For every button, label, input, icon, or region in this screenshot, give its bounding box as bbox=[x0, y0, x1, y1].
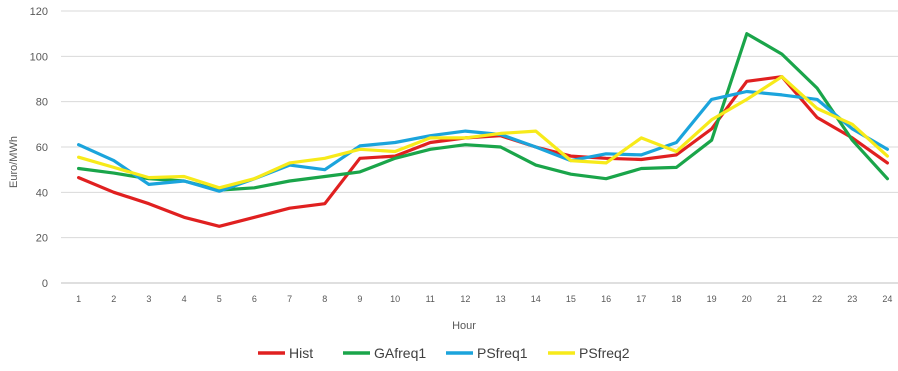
legend-label: GAfreq1 bbox=[374, 345, 426, 361]
x-tick-label: 8 bbox=[322, 294, 327, 304]
y-tick-label: 100 bbox=[30, 51, 48, 63]
x-tick-label: 19 bbox=[707, 294, 717, 304]
x-tick-label: 17 bbox=[636, 294, 646, 304]
x-tick-label: 1 bbox=[76, 294, 81, 304]
y-tick-label: 120 bbox=[30, 6, 48, 18]
x-tick-label: 18 bbox=[671, 294, 681, 304]
gridlines bbox=[61, 10, 898, 284]
x-tick-label: 7 bbox=[287, 294, 292, 304]
x-tick-label: 2 bbox=[111, 294, 116, 304]
series-lines bbox=[76, 32, 890, 228]
legend: Hist GAfreq1 PSfreq1 PSfreq2 bbox=[258, 345, 630, 361]
series-line-gafreq1 bbox=[76, 32, 890, 192]
series-line-hist bbox=[76, 75, 890, 228]
x-tick-label: 11 bbox=[426, 294, 435, 304]
x-tick-label: 12 bbox=[460, 294, 470, 304]
y-tick-label: 60 bbox=[36, 142, 48, 154]
legend-label: PSfreq1 bbox=[477, 345, 528, 361]
x-tick-label: 4 bbox=[182, 294, 187, 304]
x-tick-label: 3 bbox=[146, 294, 151, 304]
y-tick-label: 20 bbox=[36, 233, 48, 245]
x-tick-label: 10 bbox=[390, 294, 400, 304]
x-tick-label: 20 bbox=[742, 294, 752, 304]
y-tick-label: 80 bbox=[36, 97, 48, 109]
x-tick-label: 21 bbox=[777, 294, 787, 304]
x-tick-label: 15 bbox=[566, 294, 576, 304]
x-tick-label: 5 bbox=[217, 294, 222, 304]
series-line-psfreq2 bbox=[76, 75, 890, 190]
y-axis-label: Euro/MWh bbox=[8, 136, 20, 188]
legend-label: PSfreq2 bbox=[579, 345, 630, 361]
y-tick-labels: 0 20 40 60 80 100 120 bbox=[30, 6, 48, 290]
legend-label: Hist bbox=[289, 345, 313, 361]
x-tick-label: 6 bbox=[252, 294, 257, 304]
series-line-psfreq1 bbox=[76, 89, 890, 193]
y-tick-label: 40 bbox=[36, 187, 48, 199]
x-tick-label: 14 bbox=[531, 294, 541, 304]
x-tick-labels: 1 2 3 4 5 6 7 8 9 10 11 12 13 14 15 16 17 18 19 20 21 22 23 24 bbox=[76, 294, 892, 304]
x-tick-label: 23 bbox=[847, 294, 857, 304]
x-tick-label: 22 bbox=[812, 294, 822, 304]
x-tick-label: 13 bbox=[496, 294, 506, 304]
x-axis-label: Hour bbox=[452, 320, 476, 332]
x-tick-label: 24 bbox=[882, 294, 892, 304]
x-tick-label: 16 bbox=[601, 294, 611, 304]
y-tick-label: 0 bbox=[42, 278, 48, 290]
x-tick-label: 9 bbox=[357, 294, 362, 304]
